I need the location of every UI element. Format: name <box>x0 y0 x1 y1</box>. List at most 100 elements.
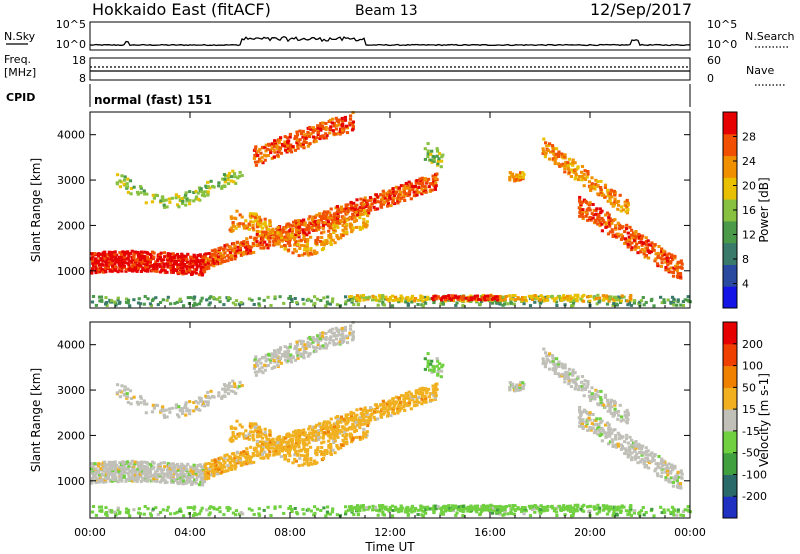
power-cell <box>132 185 136 189</box>
velocity-cell <box>297 449 301 453</box>
power-cell <box>289 227 293 231</box>
velocity-cell <box>566 374 570 378</box>
power-cell <box>267 227 271 231</box>
velocity-cell <box>629 513 633 517</box>
power-cell <box>260 235 264 239</box>
velocity-cell <box>273 505 277 509</box>
power-cell <box>122 182 126 186</box>
velocity-cell <box>644 450 649 453</box>
power-cell <box>120 258 124 262</box>
power-cell <box>608 297 612 301</box>
power-cell <box>560 152 564 156</box>
power-cell <box>183 263 187 266</box>
power-cell <box>528 304 533 308</box>
velocity-cell <box>210 462 214 466</box>
velocity-cell <box>430 359 434 363</box>
velocity-cell <box>245 436 249 440</box>
velocity-cell <box>200 400 204 403</box>
velocity-cell <box>303 433 307 437</box>
power-cell <box>263 240 267 244</box>
power-cell <box>261 237 265 241</box>
power-cell <box>420 187 424 191</box>
power-cell <box>127 264 131 268</box>
power-cell <box>318 239 322 243</box>
velocity-cell <box>226 458 230 462</box>
power-cell <box>669 260 673 264</box>
velocity-cell <box>207 462 211 465</box>
velocity-cell <box>304 438 308 442</box>
velocity-cell <box>311 434 315 438</box>
velocity-cell <box>406 512 410 516</box>
power-cell <box>303 246 307 250</box>
velocity-cell <box>255 426 259 430</box>
velocity-cell <box>607 425 611 429</box>
power-cell <box>96 261 100 265</box>
power-cell <box>105 258 109 262</box>
velocity-cell <box>95 478 99 482</box>
power-cell <box>174 260 178 263</box>
velocity-cell <box>176 475 180 479</box>
power-cell <box>192 199 196 203</box>
velocity-cell <box>573 371 577 375</box>
velocity-cell <box>311 336 315 340</box>
velocity-cell <box>397 398 401 402</box>
velocity-cell <box>588 413 592 417</box>
power-cell <box>514 178 518 182</box>
power-cell <box>169 258 173 262</box>
power-cell <box>348 121 352 125</box>
power-cell <box>273 150 277 154</box>
power-cell <box>294 225 298 229</box>
velocity-cell <box>210 470 214 474</box>
power-cell <box>188 190 192 194</box>
power-cell <box>574 167 578 171</box>
velocity-cell <box>129 402 133 406</box>
power-cell <box>624 240 628 244</box>
velocity-cell <box>345 421 349 425</box>
velocity-cell <box>213 458 217 462</box>
power-cell <box>616 295 620 299</box>
power-cell <box>420 181 424 185</box>
power-cell <box>216 249 220 253</box>
power-cell <box>197 302 202 306</box>
velocity-cell <box>326 512 330 516</box>
velocity-cell <box>508 381 512 385</box>
velocity-cell <box>644 453 648 457</box>
power-cell <box>259 240 263 244</box>
velocity-cell <box>563 363 567 367</box>
power-cell <box>176 270 180 274</box>
velocity-cell <box>329 448 333 452</box>
power-cell <box>180 197 184 200</box>
velocity-cell <box>424 400 428 404</box>
velocity-cell <box>228 456 232 459</box>
power-cell <box>619 209 623 213</box>
power-cell <box>296 222 301 226</box>
velocity-cell <box>641 444 645 448</box>
power-cell <box>199 255 203 259</box>
power-cell <box>130 249 134 253</box>
power-cell <box>521 296 525 299</box>
power-cell <box>265 147 269 151</box>
power-cell <box>321 226 325 229</box>
velocity-cell <box>555 514 559 517</box>
power-cell <box>492 296 496 300</box>
power-cell <box>570 296 574 300</box>
velocity-cell <box>521 381 525 385</box>
power-cell <box>109 256 113 260</box>
power-cell <box>595 302 599 306</box>
power-cell <box>326 302 330 306</box>
power-cell <box>384 295 388 299</box>
velocity-cell <box>190 482 195 486</box>
velocity-cell <box>362 412 366 416</box>
power-cell <box>681 304 685 307</box>
velocity-cell <box>264 440 268 444</box>
velocity-cell <box>611 513 615 517</box>
velocity-cell <box>522 512 526 516</box>
velocity-cell <box>358 421 363 425</box>
velocity-cell <box>541 361 545 365</box>
power-cell <box>154 193 158 197</box>
velocity-cell <box>230 385 234 389</box>
power-cell <box>185 199 189 203</box>
velocity-cell <box>214 464 218 467</box>
power-cell <box>676 260 680 264</box>
power-cell <box>304 141 308 145</box>
